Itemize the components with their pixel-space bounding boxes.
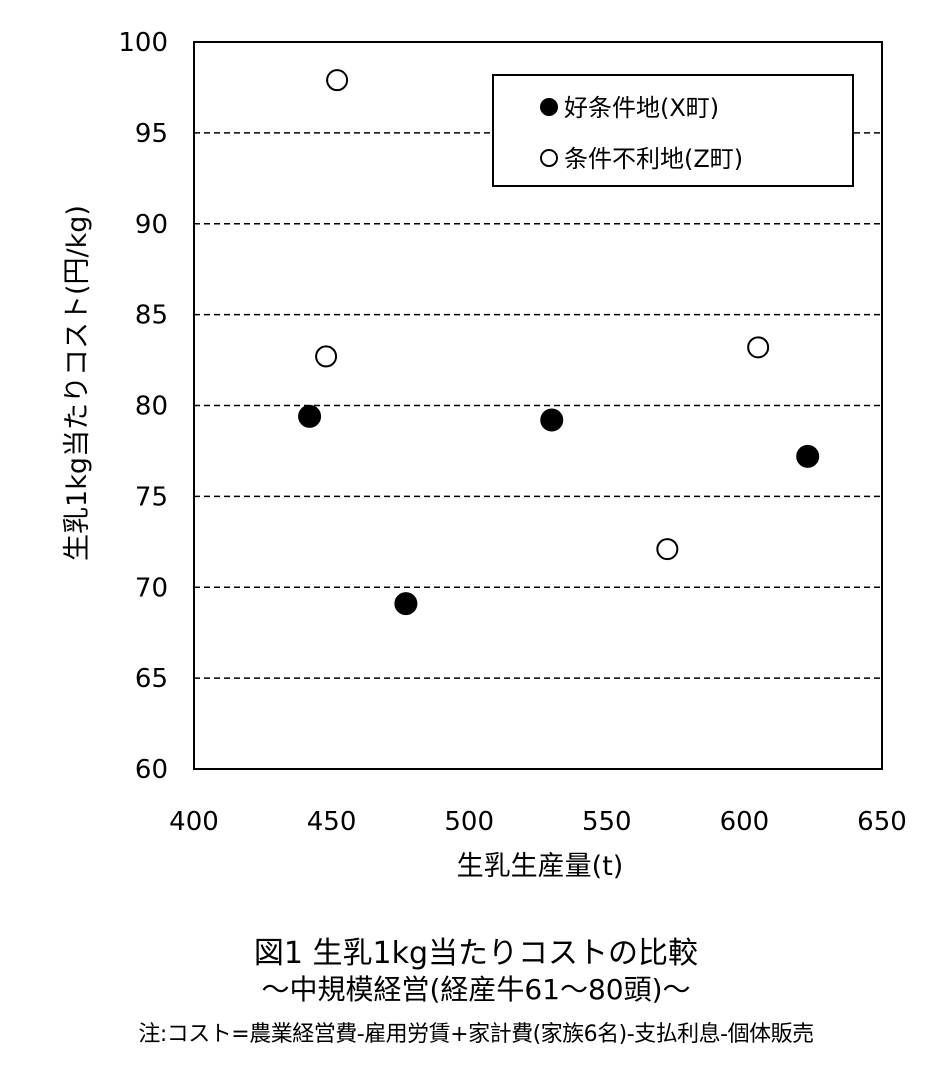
y-tick-label-95: 95: [135, 119, 168, 149]
point-favorable-4: [796, 444, 820, 468]
legend-box: [492, 74, 854, 187]
y-tick-label-60: 60: [135, 755, 168, 785]
y-tick-label-75: 75: [135, 482, 168, 512]
point-favorable-1: [298, 404, 322, 428]
y-axis-title: 生乳1kg当たりコスト(円/kg): [62, 205, 93, 561]
axis-tick-labels: 60 65 70 75 80 85 90 95 100 400 450 500 550 600 650: [118, 28, 906, 837]
gridlines: [194, 132, 882, 679]
figure-caption-subtitle: ～中規模経営(経産牛61～80頭)～: [261, 973, 691, 1006]
x-tick-label-600: 600: [720, 807, 770, 837]
y-tick-label-85: 85: [135, 301, 168, 331]
legend-marker-filled: [540, 98, 558, 116]
y-tick-label-80: 80: [135, 392, 168, 422]
plot-area-frame: [193, 41, 883, 770]
y-tick-label-70: 70: [135, 573, 168, 603]
y-tick-label-90: 90: [135, 210, 168, 240]
point-favorable-3: [540, 408, 564, 432]
x-tick-label-400: 400: [169, 807, 219, 837]
x-tick-label-550: 550: [582, 807, 632, 837]
legend-label-unfavorable: 条件不利地(Z町): [564, 145, 743, 173]
point-unfavorable-2: [315, 345, 338, 368]
point-unfavorable-1: [326, 69, 349, 92]
point-favorable-2: [394, 592, 418, 616]
point-unfavorable-4: [747, 336, 770, 359]
x-tick-label-500: 500: [444, 807, 494, 837]
legend: 好条件地(X町) 条件不利地(Z町): [492, 74, 854, 187]
point-unfavorable-3: [656, 538, 679, 561]
legend-marker-open: [540, 149, 558, 167]
y-tick-label-65: 65: [135, 664, 168, 694]
figure-caption-note: 注:コスト=農業経営費-雇用労賃+家計費(家族6名)-支払利息-個体販売: [138, 1022, 814, 1047]
x-axis-title: 生乳生産量(t): [457, 851, 624, 882]
scatter-chart: 60 65 70 75 80 85 90 95 100 400 450 500 550 600 650 生乳…: [62, 28, 907, 882]
figure-caption-title: 図1 生乳1kg当たりコストの比較: [253, 936, 699, 971]
y-tick-label-100: 100: [118, 28, 168, 58]
x-tick-label-450: 450: [307, 807, 357, 837]
data-points: [298, 69, 820, 616]
legend-label-favorable: 好条件地(X町): [564, 94, 719, 122]
x-tick-label-650: 650: [857, 807, 907, 837]
